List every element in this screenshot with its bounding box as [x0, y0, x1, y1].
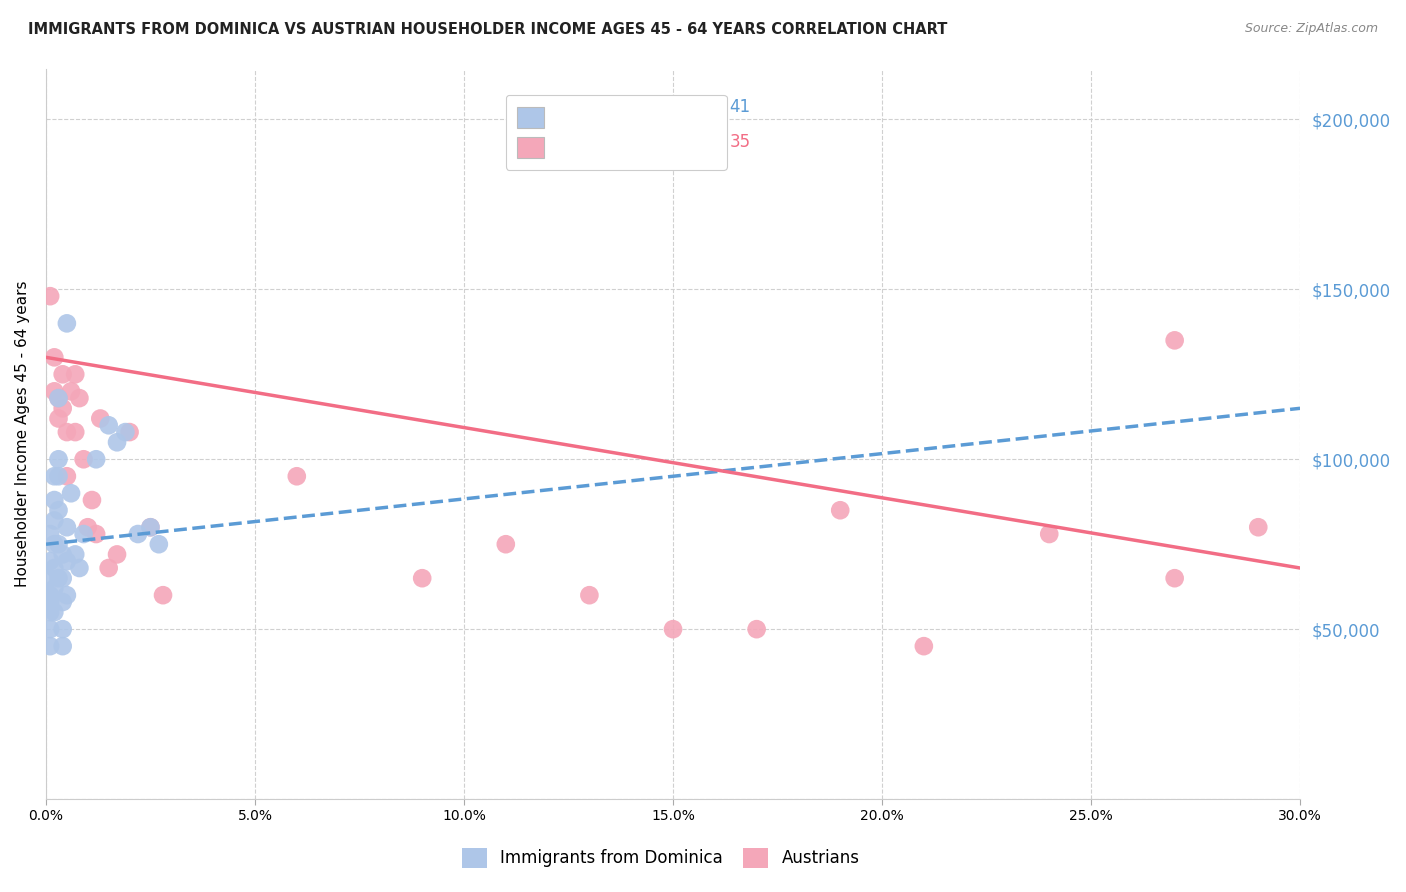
Point	[65, 368, 87, 382]
Point	[411, 571, 433, 585]
Point	[118, 425, 141, 439]
Text: 41: 41	[730, 98, 751, 116]
Point	[67, 391, 90, 405]
Point	[48, 391, 70, 405]
Point	[67, 561, 90, 575]
Text: 35: 35	[730, 133, 751, 151]
Legend:                               ,                               : ,	[506, 95, 727, 169]
Point	[76, 520, 98, 534]
Point	[52, 639, 75, 653]
Point	[105, 548, 128, 562]
Point	[830, 503, 852, 517]
Point	[127, 527, 149, 541]
Point	[662, 622, 685, 636]
Point	[44, 493, 66, 508]
Point	[60, 384, 83, 399]
Point	[745, 622, 768, 636]
Point	[52, 548, 75, 562]
Point	[578, 588, 600, 602]
Text: -0.372: -0.372	[600, 133, 654, 151]
Point	[48, 391, 70, 405]
Point	[52, 571, 75, 585]
Point	[56, 554, 79, 568]
Point	[44, 605, 66, 619]
Point	[97, 561, 120, 575]
Point	[44, 582, 66, 596]
Point	[65, 548, 87, 562]
Point	[44, 537, 66, 551]
Point	[44, 351, 66, 365]
Point	[52, 368, 75, 382]
Point	[1163, 571, 1185, 585]
Point	[72, 452, 94, 467]
Point	[44, 384, 66, 399]
Text: 0.160: 0.160	[600, 98, 652, 116]
Point	[56, 588, 79, 602]
Point	[48, 469, 70, 483]
Point	[39, 289, 62, 303]
Text: R =: R =	[558, 98, 593, 116]
Point	[65, 425, 87, 439]
Point	[495, 537, 517, 551]
Text: N =: N =	[666, 133, 714, 151]
Point	[39, 588, 62, 602]
Point	[1163, 334, 1185, 348]
Text: R =: R =	[558, 133, 593, 151]
Point	[39, 605, 62, 619]
Point	[84, 527, 107, 541]
Point	[44, 469, 66, 483]
Point	[44, 513, 66, 527]
Text: IMMIGRANTS FROM DOMINICA VS AUSTRIAN HOUSEHOLDER INCOME AGES 45 - 64 YEARS CORRE: IMMIGRANTS FROM DOMINICA VS AUSTRIAN HOU…	[28, 22, 948, 37]
Point	[48, 503, 70, 517]
Point	[60, 486, 83, 500]
Point	[39, 595, 62, 609]
Point	[39, 527, 62, 541]
Point	[285, 469, 308, 483]
Point	[72, 527, 94, 541]
Point	[89, 411, 111, 425]
Point	[152, 588, 174, 602]
Point	[105, 435, 128, 450]
Point	[52, 595, 75, 609]
Point	[48, 571, 70, 585]
Text: N =: N =	[666, 98, 714, 116]
Point	[39, 571, 62, 585]
Point	[56, 425, 79, 439]
Point	[84, 452, 107, 467]
Point	[56, 317, 79, 331]
Text: Source: ZipAtlas.com: Source: ZipAtlas.com	[1244, 22, 1378, 36]
Point	[80, 493, 103, 508]
Point	[97, 418, 120, 433]
Point	[912, 639, 935, 653]
Point	[56, 469, 79, 483]
Point	[39, 554, 62, 568]
Point	[48, 452, 70, 467]
Point	[56, 520, 79, 534]
Point	[148, 537, 170, 551]
Point	[114, 425, 136, 439]
Point	[52, 622, 75, 636]
Legend: Immigrants from Dominica, Austrians: Immigrants from Dominica, Austrians	[456, 841, 866, 875]
Point	[52, 401, 75, 416]
Point	[1038, 527, 1060, 541]
Point	[39, 639, 62, 653]
Point	[139, 520, 162, 534]
Point	[1247, 520, 1270, 534]
Point	[139, 520, 162, 534]
Point	[44, 561, 66, 575]
Point	[39, 622, 62, 636]
Point	[48, 537, 70, 551]
Y-axis label: Householder Income Ages 45 - 64 years: Householder Income Ages 45 - 64 years	[15, 281, 30, 587]
Point	[48, 411, 70, 425]
